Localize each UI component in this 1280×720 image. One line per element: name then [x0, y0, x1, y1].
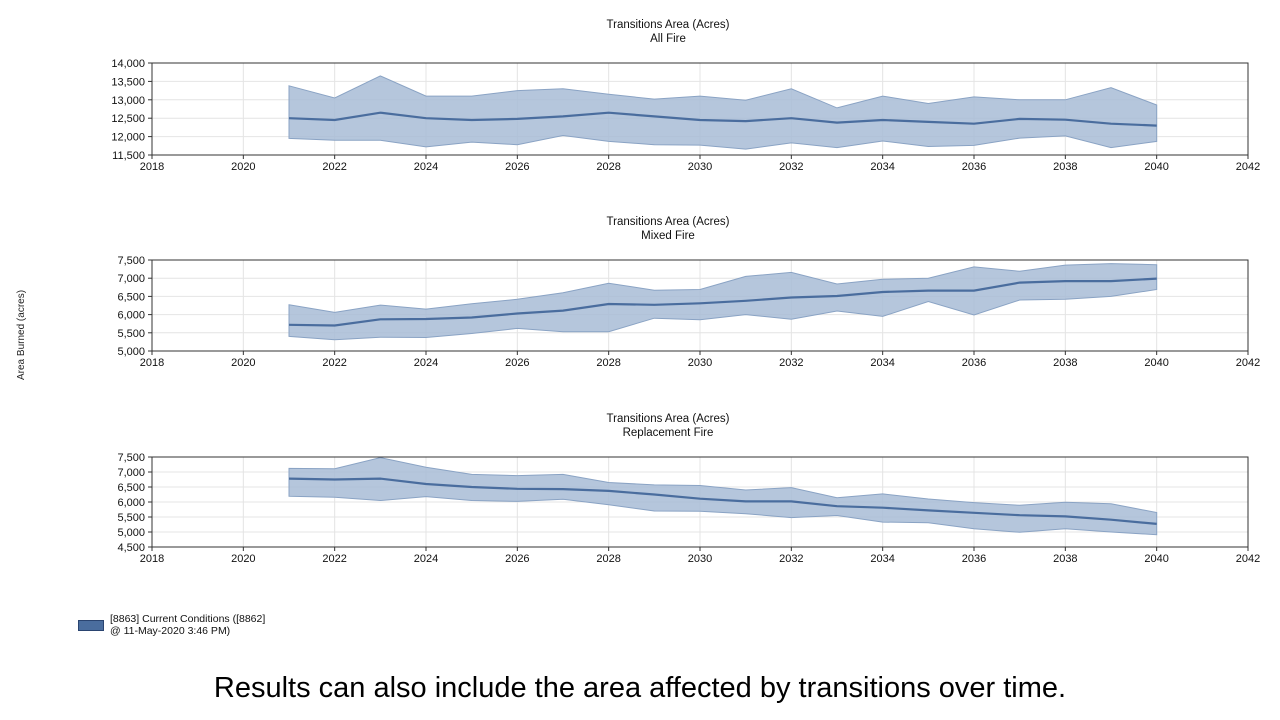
y-tick-label: 6,000: [117, 497, 145, 509]
x-tick-label: 2018: [140, 357, 164, 369]
x-tick-label: 2030: [688, 553, 712, 565]
confidence-band: [288, 457, 1158, 536]
legend: [8863] Current Conditions ([8862] @ 11-M…: [78, 613, 275, 637]
x-tick-label: 2036: [962, 161, 986, 173]
x-tick-label: 2038: [1053, 357, 1077, 369]
y-tick-label: 12,000: [111, 132, 145, 144]
confidence-band: [288, 75, 1158, 150]
x-tick-label: 2028: [596, 553, 620, 565]
x-tick-label: 2024: [414, 161, 438, 173]
x-tick-label: 2040: [1144, 357, 1168, 369]
y-tick-label: 7,000: [117, 273, 145, 285]
y-axis-label: Area Burned (acres): [16, 289, 27, 380]
x-tick-label: 2036: [962, 357, 986, 369]
mean-line: [288, 277, 1157, 327]
x-tick-label: 2028: [596, 161, 620, 173]
y-tick-label: 14,000: [111, 58, 145, 70]
y-tick-label: 6,000: [117, 310, 145, 322]
y-tick-label: 13,500: [111, 76, 145, 88]
x-tick-label: 2022: [322, 357, 346, 369]
x-tick-label: 2018: [140, 553, 164, 565]
x-tick-label: 2030: [688, 161, 712, 173]
chart-title: Transitions Area (Acres): [607, 19, 730, 31]
x-tick-label: 2032: [779, 161, 803, 173]
chart-subtitle: All Fire: [650, 33, 686, 45]
x-tick-label: 2026: [505, 553, 529, 565]
x-tick-label: 2034: [870, 357, 894, 369]
x-tick-label: 2026: [505, 161, 529, 173]
x-tick-label: 2038: [1053, 553, 1077, 565]
mean-line: [288, 111, 1157, 127]
mean-line: [288, 477, 1157, 525]
y-tick-label: 4,500: [117, 542, 145, 554]
x-tick-label: 2040: [1144, 161, 1168, 173]
chart-title: Transitions Area (Acres): [607, 216, 730, 228]
y-tick-label: 5,500: [117, 328, 145, 340]
chart-0: Transitions Area (Acres) All Fire 2018 2020…: [111, 19, 1260, 173]
x-tick-label: 2034: [870, 553, 894, 565]
x-tick-label: 2042: [1236, 553, 1260, 565]
x-tick-label: 2034: [870, 161, 894, 173]
y-tick-label: 7,000: [117, 467, 145, 479]
chart-1: Transitions Area (Acres) Mixed Fire 2018 20…: [117, 216, 1260, 369]
x-tick-label: 2032: [779, 553, 803, 565]
chart-2: Transitions Area (Acres) Replacement Fire…: [117, 413, 1260, 565]
x-tick-label: 2042: [1236, 357, 1260, 369]
slide-caption: Results can also include the area affect…: [213, 672, 1067, 704]
x-tick-label: 2022: [322, 161, 346, 173]
y-tick-label: 6,500: [117, 291, 145, 303]
x-tick-label: 2020: [231, 553, 255, 565]
x-tick-label: 2020: [231, 357, 255, 369]
x-tick-label: 2028: [596, 357, 620, 369]
y-tick-label: 5,000: [117, 527, 145, 539]
x-tick-label: 2038: [1053, 161, 1077, 173]
x-tick-label: 2040: [1144, 553, 1168, 565]
x-tick-label: 2032: [779, 357, 803, 369]
legend-swatch: [78, 619, 104, 631]
y-tick-label: 13,000: [111, 95, 145, 107]
x-tick-label: 2026: [505, 357, 529, 369]
x-tick-label: 2036: [962, 553, 986, 565]
chart-title: Transitions Area (Acres): [607, 413, 730, 425]
legend-label: [8863] Current Conditions ([8862] @ 11-M…: [110, 613, 266, 637]
y-tick-label: 5,500: [117, 512, 145, 524]
x-tick-label: 2030: [688, 357, 712, 369]
chart-subtitle: Mixed Fire: [641, 230, 695, 242]
y-tick-label: 7,500: [117, 255, 145, 267]
y-tick-label: 5,000: [117, 346, 145, 358]
y-tick-label: 7,500: [117, 452, 145, 464]
x-tick-label: 2022: [322, 553, 346, 565]
x-tick-label: 2020: [231, 161, 255, 173]
y-tick-label: 6,500: [117, 482, 145, 494]
y-tick-label: 11,500: [112, 150, 145, 162]
x-tick-label: 2018: [140, 161, 164, 173]
x-tick-label: 2024: [414, 553, 438, 565]
x-tick-label: 2024: [414, 357, 438, 369]
x-tick-label: 2042: [1236, 161, 1260, 173]
chart-subtitle: Replacement Fire: [623, 427, 714, 439]
y-tick-label: 12,500: [111, 113, 145, 125]
